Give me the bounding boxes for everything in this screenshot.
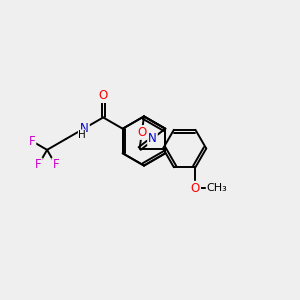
Text: H: H bbox=[78, 130, 86, 140]
Text: F: F bbox=[35, 158, 42, 171]
Text: N: N bbox=[80, 122, 89, 135]
Text: F: F bbox=[29, 135, 35, 148]
Text: O: O bbox=[99, 89, 108, 102]
Text: O: O bbox=[191, 182, 200, 195]
Text: O: O bbox=[137, 126, 146, 139]
Text: N: N bbox=[148, 132, 157, 145]
Text: CH₃: CH₃ bbox=[207, 183, 227, 193]
Text: F: F bbox=[52, 158, 59, 171]
